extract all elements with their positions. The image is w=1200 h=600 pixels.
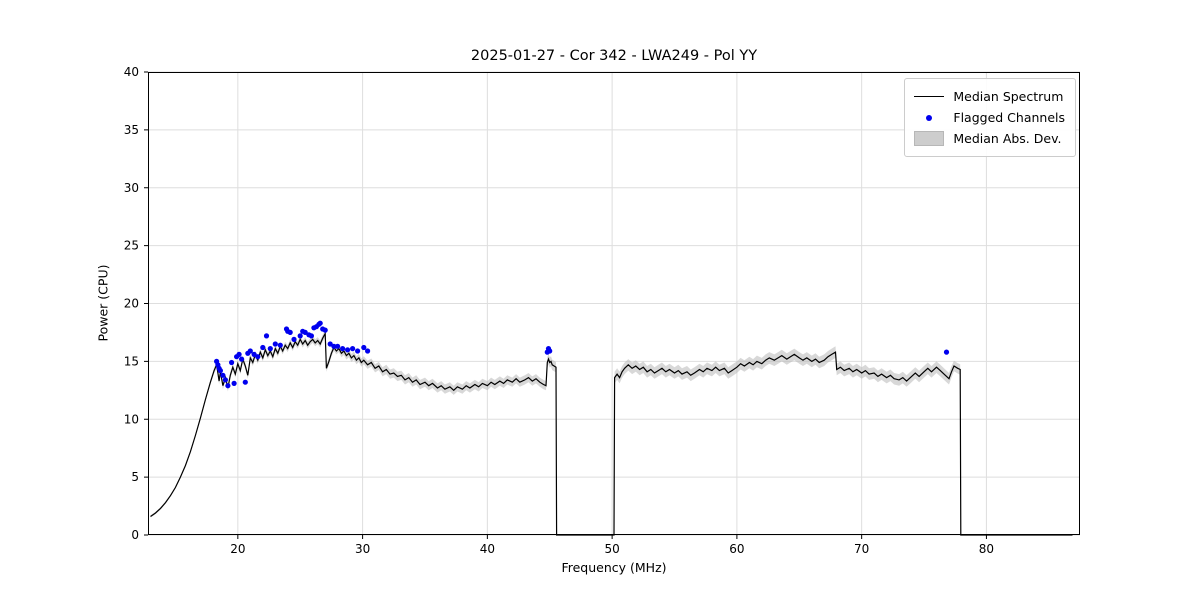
plot-area: 20 30 40 50 60 70 80 0 5 10 15 20 25 30 35 40: [124, 65, 1080, 556]
y-tick-label: 40: [124, 65, 139, 79]
flagged-channel-dot: [277, 342, 283, 348]
flagged-channel-dot: [355, 348, 361, 354]
x-tick-label: 40: [480, 542, 495, 556]
median-spectrum-line-icon: [914, 96, 945, 97]
flagged-channel-dot: [302, 329, 308, 335]
legend-label: Median Abs. Dev.: [953, 131, 1062, 146]
mad-band: [150, 330, 556, 518]
flagged-channel-dot: [222, 377, 228, 383]
flagged-channel-dot: [272, 341, 278, 347]
mad-band: [614, 346, 961, 387]
flagged-channel-dot: [291, 336, 297, 342]
x-tick-label: 20: [230, 542, 245, 556]
x-tick-label: 30: [355, 542, 370, 556]
flagged-channel-dot: [943, 349, 950, 355]
x-axis-label: Frequency (MHz): [561, 560, 667, 575]
flagged-channel-dot: [547, 348, 553, 354]
flagged-channel-dot: [217, 368, 223, 374]
y-tick-label: 0: [131, 528, 139, 542]
plot-svg: 20 30 40 50 60 70 80 0 5 10 15 20 25 30 35 40: [124, 65, 1080, 556]
x-tick-label: 70: [854, 542, 869, 556]
chart-title: 2025-01-27 - Cor 342 - LWA249 - Pol YY: [470, 48, 758, 64]
y-tick-label: 25: [124, 239, 139, 253]
flagged-channel-dot: [345, 347, 351, 353]
flagged-channel-dot: [236, 351, 242, 357]
y-tick-label: 30: [124, 181, 139, 195]
flagged-channel-dot: [263, 333, 270, 339]
flagged-channel-dot: [317, 320, 323, 326]
flagged-channel-dot: [335, 343, 341, 349]
legend-item-mad-band: Median Abs. Dev.: [914, 128, 1065, 149]
axes-frame: [148, 72, 1080, 535]
flagged-channel-dot: [331, 343, 337, 349]
legend-item-flagged-channels: Flagged Channels: [914, 107, 1065, 128]
flagged-channel-dot: [322, 327, 328, 333]
flagged-channel-dot: [231, 380, 237, 386]
y-tick-label: 20: [124, 297, 139, 311]
flagged-channel-dot: [260, 344, 266, 351]
flagged-channels-dot-icon: [914, 114, 944, 121]
x-tick-label: 50: [604, 542, 619, 556]
x-tick-label: 60: [729, 542, 744, 556]
flagged-channel-dot: [247, 348, 253, 354]
flagged-channel-dot: [225, 383, 231, 389]
flagged-channel-dot: [308, 333, 314, 339]
flagged-channel-dot: [365, 348, 371, 354]
flagged-channel-dot: [267, 346, 273, 352]
x-tick-label: 80: [979, 542, 994, 556]
y-axis-label: Power (CPU): [95, 264, 111, 342]
legend-label: Median Spectrum: [953, 89, 1064, 104]
flagged-channel-dot: [220, 372, 226, 378]
y-tick-label: 5: [131, 470, 139, 484]
legend-label: Flagged Channels: [953, 110, 1065, 125]
flagged-channel-dot: [239, 356, 245, 362]
flagged-channel-dot: [255, 354, 261, 360]
flagged-channel-dot: [350, 346, 356, 352]
y-tick-label: 35: [124, 123, 139, 137]
flagged-channel-dot: [229, 359, 235, 366]
flagged-channel-dot: [340, 346, 346, 352]
y-tick-label: 15: [124, 354, 139, 368]
flagged-channel-dot: [287, 329, 293, 335]
legend: Median Spectrum Flagged Channels Median …: [904, 78, 1076, 157]
legend-item-median-spectrum: Median Spectrum: [914, 86, 1065, 107]
flagged-channel-dot: [361, 344, 367, 351]
y-tick-label: 10: [124, 412, 139, 426]
flagged-channel-dot: [242, 379, 248, 385]
flagged-channel-dot: [297, 333, 303, 339]
mad-band-patch-icon: [914, 131, 945, 146]
median-spectrum-line: [150, 331, 1073, 536]
